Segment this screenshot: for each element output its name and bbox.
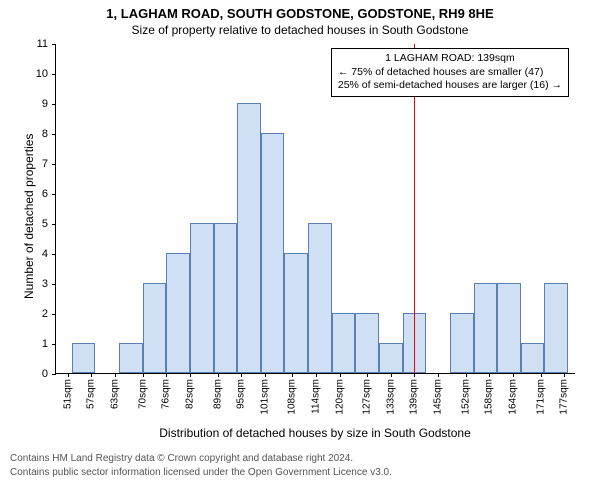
histogram-bar	[497, 283, 521, 373]
x-tick	[190, 373, 191, 377]
y-tick-label: 9	[42, 98, 48, 110]
x-tick-label: 177sqm	[559, 379, 570, 415]
histogram-bar	[308, 223, 332, 373]
y-tick-label: 10	[36, 68, 48, 80]
x-tick-label: 114sqm	[311, 379, 322, 414]
page-subtitle: Size of property relative to detached ho…	[0, 21, 600, 37]
annotation-line2: ← 75% of detached houses are smaller (47…	[338, 66, 562, 80]
x-tick-label: 70sqm	[137, 379, 148, 409]
y-tick	[52, 224, 56, 225]
histogram-bar	[544, 283, 568, 373]
x-tick-label: 145sqm	[433, 379, 444, 415]
annotation-line3: 25% of semi-detached houses are larger (…	[338, 79, 562, 93]
x-tick-label: 82sqm	[184, 379, 195, 409]
x-tick	[166, 373, 167, 377]
histogram-bar	[190, 223, 214, 373]
histogram-bar	[474, 283, 498, 373]
y-axis-label: Number of detached properties	[22, 134, 36, 299]
y-tick	[52, 74, 56, 75]
histogram-bar	[72, 343, 96, 373]
x-tick	[241, 373, 242, 377]
x-tick-label: 95sqm	[236, 379, 247, 409]
histogram-bar	[521, 343, 545, 373]
histogram-bar	[214, 223, 238, 373]
page-title: 1, LAGHAM ROAD, SOUTH GODSTONE, GODSTONE…	[0, 0, 600, 21]
x-tick-label: 158sqm	[484, 379, 495, 415]
x-tick-label: 171sqm	[535, 379, 546, 415]
y-tick-label: 7	[42, 158, 48, 170]
x-tick	[143, 373, 144, 377]
x-tick-label: 164sqm	[507, 379, 518, 415]
y-tick	[52, 44, 56, 45]
x-tick	[513, 373, 514, 377]
x-tick-label: 76sqm	[161, 379, 172, 409]
x-tick	[218, 373, 219, 377]
y-tick	[52, 314, 56, 315]
x-tick	[91, 373, 92, 377]
x-tick-label: 51sqm	[62, 379, 73, 409]
x-tick	[564, 373, 565, 377]
x-tick	[340, 373, 341, 377]
annotation-box: 1 LAGHAM ROAD: 139sqm ← 75% of detached …	[331, 48, 569, 97]
x-tick	[466, 373, 467, 377]
x-tick-label: 127sqm	[362, 379, 373, 415]
x-tick-label: 101sqm	[259, 379, 270, 415]
footer-attribution: Contains HM Land Registry data © Crown c…	[10, 452, 392, 479]
histogram-bar	[166, 253, 190, 373]
x-tick-label: 120sqm	[334, 379, 345, 415]
x-tick	[68, 373, 69, 377]
x-tick	[265, 373, 266, 377]
x-tick	[541, 373, 542, 377]
x-tick	[489, 373, 490, 377]
footer-line2: Contains public sector information licen…	[10, 466, 392, 480]
x-tick	[414, 373, 415, 377]
y-tick-label: 0	[42, 368, 48, 380]
histogram-bar	[332, 313, 356, 373]
histogram-bar	[379, 343, 403, 373]
x-tick	[115, 373, 116, 377]
x-tick-label: 108sqm	[287, 379, 298, 415]
histogram-bar	[119, 343, 143, 373]
annotation-line1: 1 LAGHAM ROAD: 139sqm	[338, 52, 562, 66]
x-tick	[438, 373, 439, 377]
y-tick	[52, 254, 56, 255]
x-tick-label: 133sqm	[385, 379, 396, 415]
x-tick-label: 139sqm	[409, 379, 420, 415]
histogram-bar	[143, 283, 167, 373]
y-tick-label: 8	[42, 128, 48, 140]
y-tick	[52, 164, 56, 165]
x-axis-label: Distribution of detached houses by size …	[55, 426, 575, 440]
y-tick-label: 4	[42, 248, 48, 260]
x-tick-label: 152sqm	[460, 379, 471, 415]
x-tick	[316, 373, 317, 377]
x-tick	[367, 373, 368, 377]
y-tick-label: 1	[42, 338, 48, 350]
histogram-bar	[237, 103, 261, 373]
y-tick	[52, 104, 56, 105]
y-tick-label: 6	[42, 188, 48, 200]
y-tick-label: 2	[42, 308, 48, 320]
x-tick-label: 57sqm	[86, 379, 97, 409]
histogram-bar	[261, 133, 285, 373]
footer-line1: Contains HM Land Registry data © Crown c…	[10, 452, 392, 466]
histogram-bar	[450, 313, 474, 373]
histogram-bar	[355, 313, 379, 373]
y-tick	[52, 344, 56, 345]
x-tick-label: 89sqm	[212, 379, 223, 409]
y-tick-label: 5	[42, 218, 48, 230]
y-tick-label: 3	[42, 278, 48, 290]
histogram-chart: Number of detached properties 1 LAGHAM R…	[55, 44, 575, 374]
y-tick	[52, 284, 56, 285]
y-tick	[52, 194, 56, 195]
x-tick	[391, 373, 392, 377]
y-tick	[52, 134, 56, 135]
x-tick-label: 63sqm	[110, 379, 121, 409]
x-tick	[292, 373, 293, 377]
y-tick-label: 11	[37, 38, 48, 50]
histogram-bar	[284, 253, 308, 373]
y-tick	[52, 374, 56, 375]
